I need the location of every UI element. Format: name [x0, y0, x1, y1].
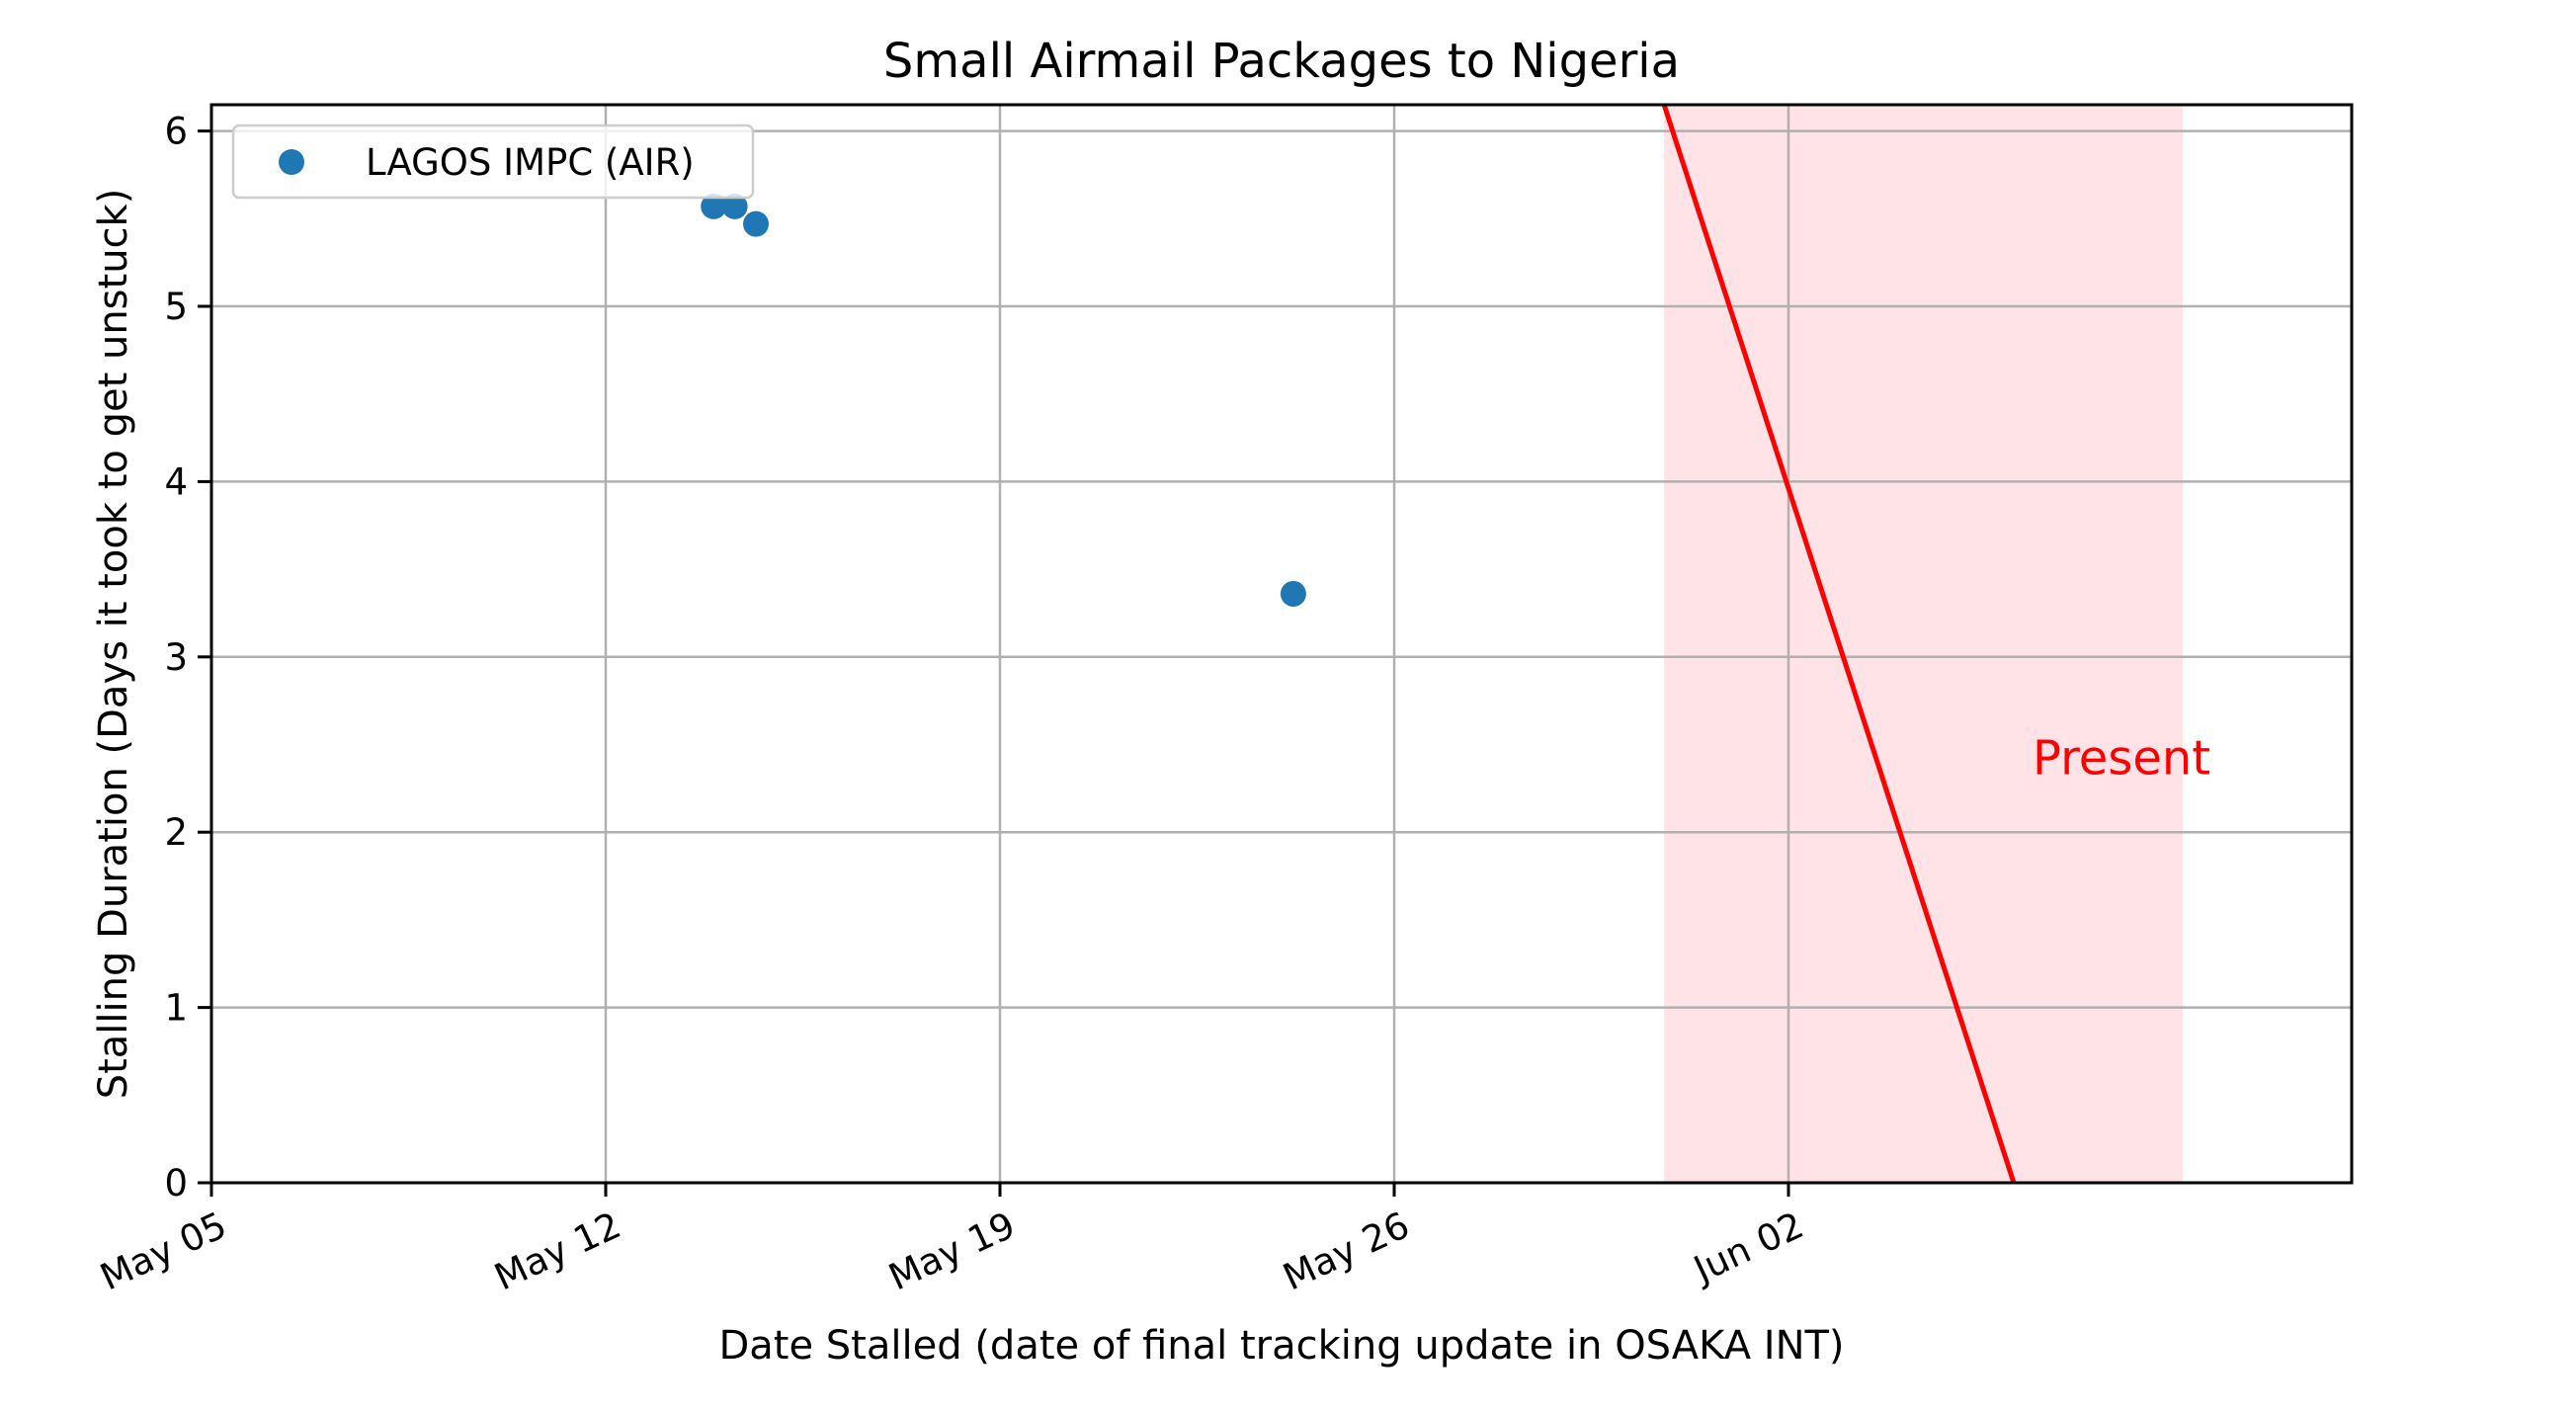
y-tick-label: 6 — [164, 111, 188, 153]
present-region-layer — [1664, 105, 2183, 1183]
y-tick-label: 3 — [164, 636, 188, 679]
data-point — [701, 193, 727, 219]
present-label: Present — [2033, 731, 2210, 787]
y-tick-label: 1 — [164, 987, 188, 1030]
legend: LAGOS IMPC (AIR) — [231, 124, 755, 200]
data-points-layer — [701, 193, 1306, 607]
y-tick-label: 4 — [164, 460, 188, 503]
x-axis-label: Date Stalled (date of final tracking upd… — [718, 1323, 1844, 1369]
present-line-layer — [1661, 104, 2017, 1184]
y-axis-label: Stalling Duration (Days it took to get u… — [91, 189, 136, 1100]
legend-label: LAGOS IMPC (AIR) — [366, 141, 695, 184]
legend-box — [231, 124, 755, 200]
y-tick-label: 2 — [164, 811, 188, 854]
present-line — [1661, 104, 2017, 1184]
data-point — [721, 193, 748, 219]
present-region — [1664, 105, 2183, 1183]
data-point — [1280, 580, 1306, 607]
data-point — [743, 210, 769, 237]
plot-frame — [209, 103, 2354, 1185]
y-tick-label: 5 — [164, 286, 188, 328]
legend-marker — [279, 149, 304, 175]
y-axis-ticks: 0 1 2 3 4 5 6 — [164, 111, 211, 1205]
chart-title: Small Airmail Packages to Nigeria — [883, 34, 1680, 89]
y-tick-label: 0 — [164, 1162, 188, 1205]
